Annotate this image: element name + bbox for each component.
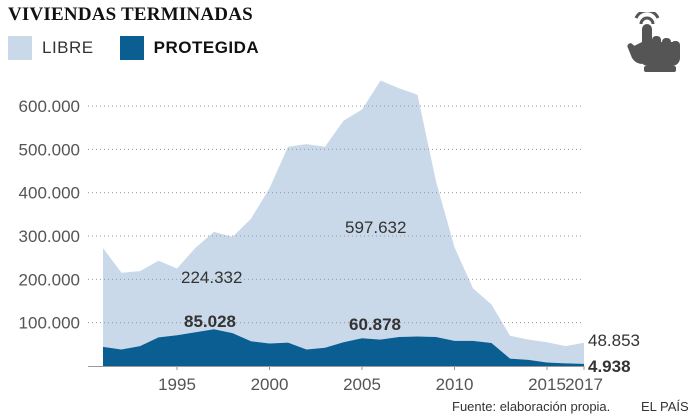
y-tick-label: 200.000 xyxy=(19,270,80,289)
legend-swatch-protegida xyxy=(119,36,144,60)
legend-label-protegida: PROTEGIDA xyxy=(153,38,260,57)
data-label-libre: 48.853 xyxy=(588,331,640,350)
y-tick-label: 600.000 xyxy=(19,97,80,116)
y-tick-label: 500.000 xyxy=(19,140,80,159)
series-area-libre xyxy=(103,80,584,364)
x-tick-label: 2000 xyxy=(251,375,289,394)
legend: LIBRE PROTEGIDA xyxy=(8,36,285,60)
chart-title: VIVIENDAS TERMINADAS xyxy=(8,4,253,25)
legend-item-libre: LIBRE xyxy=(8,36,94,60)
publisher-credit: EL PAÍS xyxy=(641,399,689,414)
data-label-libre: 597.632 xyxy=(345,218,406,237)
tap-hand-icon[interactable] xyxy=(622,12,682,74)
series-area-protegida xyxy=(103,329,584,366)
x-tick-label: 1995 xyxy=(158,375,196,394)
x-tick-label: 2015 xyxy=(528,375,566,394)
y-tick-label: 400.000 xyxy=(19,184,80,203)
legend-item-protegida: PROTEGIDA xyxy=(119,36,260,60)
y-tick-label: 100.000 xyxy=(19,314,80,333)
x-tick-label: 2017 xyxy=(565,375,603,394)
data-label-protegida: 85.028 xyxy=(184,312,236,331)
data-label-protegida: 60.878 xyxy=(349,315,401,334)
x-tick-label: 2005 xyxy=(343,375,381,394)
y-tick-label: 300.000 xyxy=(19,227,80,246)
source-note: Fuente: elaboración propia. xyxy=(452,399,611,414)
data-label-libre: 224.332 xyxy=(181,268,242,287)
x-tick-label: 2010 xyxy=(436,375,474,394)
legend-label-libre: LIBRE xyxy=(42,38,94,57)
data-label-protegida: 4.938 xyxy=(588,357,631,376)
legend-swatch-libre xyxy=(8,36,32,60)
